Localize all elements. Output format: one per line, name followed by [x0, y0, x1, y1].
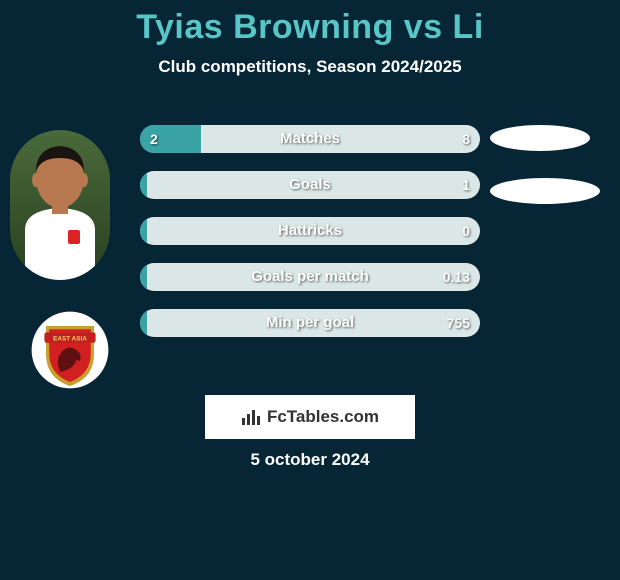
branding-text: FcTables.com [267, 407, 379, 427]
player-right-photo [490, 125, 590, 151]
club-right-badge [490, 178, 600, 204]
club-left-badge: EAST ASIA [20, 305, 120, 395]
stat-label: Hattricks [140, 217, 480, 245]
stat-right-value: 0.13 [443, 263, 470, 291]
stat-label: Matches [140, 125, 480, 153]
club-left-svg: EAST ASIA [30, 310, 110, 390]
player-left-svg [10, 130, 110, 280]
chart-bars-icon [241, 408, 261, 426]
stat-right-value: 0 [462, 217, 470, 245]
comparison-card: Tyias Browning vs Li Club competitions, … [0, 0, 620, 580]
stat-label: Goals [140, 171, 480, 199]
stat-bar: Hattricks0 [140, 217, 480, 245]
stat-bar: Goals per match0.13 [140, 263, 480, 291]
stat-label: Min per goal [140, 309, 480, 337]
stats-bars: 2Matches8 Goals1 Hattricks0 Goals per match… [140, 125, 480, 355]
stat-right-value: 755 [447, 309, 470, 337]
stat-right-value: 8 [462, 125, 470, 153]
stat-label: Goals per match [140, 263, 480, 291]
subtitle: Club competitions, Season 2024/2025 [0, 57, 620, 77]
player-left-photo [10, 130, 110, 280]
stat-bar: Goals1 [140, 171, 480, 199]
page-title: Tyias Browning vs Li [0, 0, 620, 47]
branding-box: FcTables.com [205, 395, 415, 439]
stat-bar: 2Matches8 [140, 125, 480, 153]
date-text: 5 october 2024 [0, 450, 620, 470]
svg-text:EAST ASIA: EAST ASIA [53, 335, 87, 342]
stat-right-value: 1 [462, 171, 470, 199]
stat-bar: Min per goal755 [140, 309, 480, 337]
